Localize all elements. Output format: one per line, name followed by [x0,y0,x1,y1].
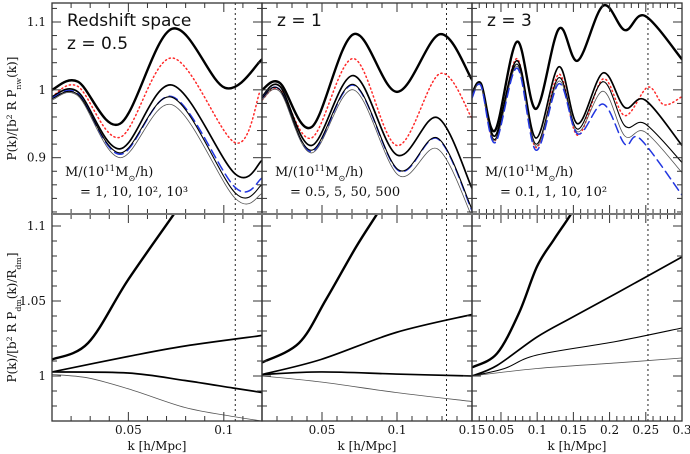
series-line-medium [52,84,262,179]
series-line-blue-dashed [262,84,472,212]
mass-values: = 0.1, 1, 10, 10² [500,185,607,200]
series-line-medium [262,313,472,376]
label-part: R P [5,90,19,115]
series-line-thick [472,214,573,369]
mass-label: M/(1011M⊙/h) [65,163,153,183]
series-line-thin [472,327,682,377]
panel-r0-c0 [52,3,262,214]
label-part: R P [5,312,19,337]
subscript: dm [14,299,23,312]
label-part: M/(10 [275,165,314,180]
panel-r0-c2 [472,3,682,214]
subscript: nw [14,78,23,90]
superscript: 11 [314,163,325,173]
label-part: M [535,165,548,180]
panel-r0-c1 [262,3,472,214]
x-tick-label: 0.05 [309,423,336,437]
y-axis-label: P(k)/[b2 R Pnw(k)] [5,57,23,161]
x-tick-label: 0.1 [528,423,547,437]
subscript: ⊙ [338,173,345,183]
mass-values: = 0.5, 5, 50, 500 [290,185,400,200]
subscript: ⊙ [128,173,135,183]
panel-title: Redshift space [67,11,191,31]
x-axis-label: k [h/Mpc] [338,439,397,453]
redshift-label: z = 3 [487,11,532,31]
mass-values: = 1, 10, 10², 10³ [80,185,188,200]
panel-frame [261,213,473,422]
redshift-label: z = 1 [277,11,322,31]
panel-frame [51,213,263,422]
label-part: (k)/R [5,269,19,300]
series-line-hairline [472,357,682,377]
y-tick-label: 1.05 [19,294,46,308]
superscript: 2 [5,114,14,119]
panel-r1-c1 [262,214,472,421]
x-tick-label: 0.1 [214,423,233,437]
superscript: 11 [104,163,115,173]
panel-r1-c2 [472,214,682,421]
label-part: (k)] [5,57,19,78]
series-line-medium [52,334,262,373]
series-line-medium [262,74,472,190]
x-axis-label: k [h/Mpc] [548,439,607,453]
x-tick-label: 0.1 [387,423,406,437]
x-axis-label: k [h/Mpc] [128,439,187,453]
x-tick-label: 0.05 [488,423,515,437]
superscript: 11 [524,163,535,173]
series-line-medium [262,371,472,377]
subscript: dm [14,257,23,270]
panel-r1-c0 [52,214,262,421]
series-line-medium [52,371,262,394]
label-part: ] [5,252,19,257]
series-line-thick [52,27,262,127]
mass-label: M/(1011M⊙/h) [485,163,573,183]
series-line-medium [472,59,682,147]
series-line-hairline [472,65,682,174]
label-part: M/(10 [485,165,524,180]
label-part: P(k)/[b [5,341,19,382]
y-tick-label: 0.9 [27,151,46,165]
series-line-hairline [262,88,472,214]
mass-label: M/(1011M⊙/h) [275,163,363,183]
series-line-hairline [52,374,262,421]
x-tick-label: 0.3 [672,423,690,437]
panel-frame [471,213,683,422]
series-line-thin [52,90,262,199]
y-tick-label: 1.1 [27,219,46,233]
series-line-thin [262,83,472,210]
label-part: /h) [555,165,573,180]
x-tick-label: 0.05 [115,423,142,437]
label-part: /h) [345,165,363,180]
redshift-label: z = 0.5 [67,34,128,54]
series-line-thick [472,4,682,133]
superscript: 2 [5,336,14,341]
x-tick-label: 0.25 [632,423,659,437]
label-part: /h) [135,165,153,180]
series-line-medium [472,256,682,377]
y-tick-label: 1 [38,83,46,97]
x-tick-label: 0.15 [459,423,486,437]
label-part: M [325,165,338,180]
series-line-thick [262,32,472,130]
x-tick-label: 0.15 [560,423,587,437]
x-tick-label: 0.2 [600,423,619,437]
y-tick-label: 1.1 [27,15,46,29]
y-tick-label: 1 [38,369,46,383]
subscript: ⊙ [548,173,555,183]
plot-area: 0.911.1P(k)/[b2 R Pnw(k)]Redshift spacez… [5,2,690,453]
label-part: M [115,165,128,180]
label-part: P(k)/[b [5,119,19,160]
series-line-thick [52,214,176,361]
label-part: M/(10 [65,165,104,180]
series-line-thick [262,214,379,364]
series-line-blue-dashed [472,67,682,196]
series-line-hairline [52,92,262,205]
series-line-red-dotted [52,57,261,144]
series-line-hairline [262,375,472,402]
y-axis-label: P(k)/[b2 R Pdm(k)/Rdm] [5,252,23,382]
